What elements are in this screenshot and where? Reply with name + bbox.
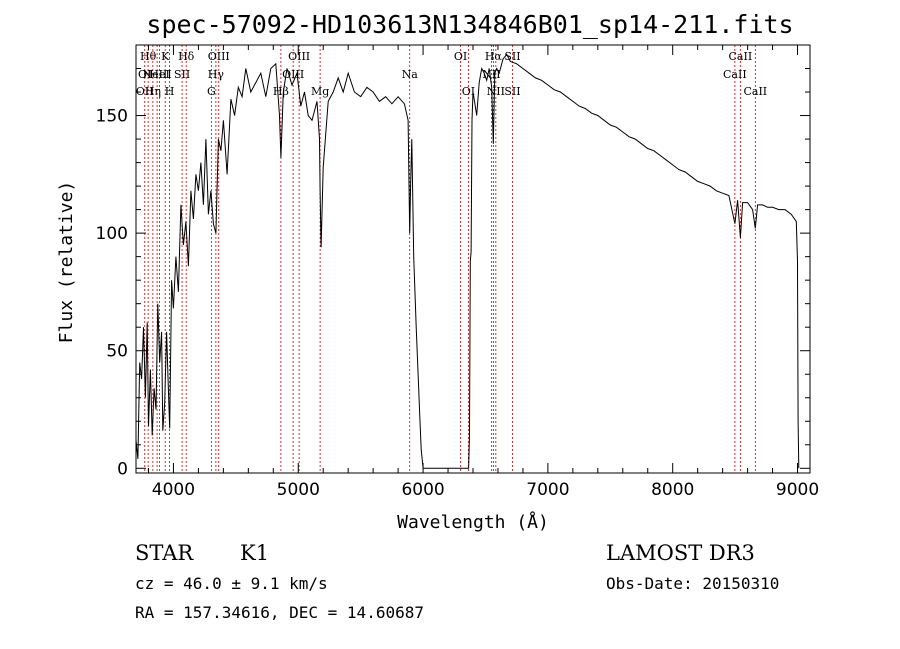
line-label-20-0: Hα (485, 50, 503, 63)
line-label-23-0: CaII (723, 68, 747, 81)
line-label-22-1: SII (504, 85, 520, 98)
line-label-5-0: K (161, 50, 170, 63)
line-label-11-0: OIII (208, 50, 230, 63)
line-label-10-0: Hγ (208, 68, 225, 81)
line-label-7-0: SII (174, 68, 190, 81)
spectrum-series-line (135, 53, 800, 469)
line-label-9-0: G (207, 85, 216, 98)
spectral-line-labels: OIOIIHθHηNeIIIHeIKHSIIHδGHγOIIIHβOIIIOII… (136, 50, 767, 98)
y-axis-label: Flux (relative) (56, 181, 77, 344)
line-label-0-0: OI (138, 68, 151, 81)
line-label-14-0: OIII (288, 50, 310, 63)
chart-title: spec-57092-HD103613N134846B01_sp14-211.f… (146, 10, 793, 39)
object-subclass: K1 (240, 541, 269, 565)
line-label-17-0: OI (454, 50, 467, 63)
line-label-22-0: SII (504, 50, 520, 63)
x-tick-label-8000: 8000 (651, 480, 694, 500)
axis-ticks: 4000 5000 6000 7000 8000 9000 0 50 100 150 (96, 45, 819, 500)
y-tick-label-50: 50 (106, 342, 128, 362)
line-label-8-0: Hδ (178, 50, 195, 63)
object-class: STAR (135, 541, 194, 565)
x-axis-label: Wavelength (Å) (397, 511, 549, 533)
line-label-16-0: Na (402, 68, 419, 81)
line-label-1-0: Hθ (140, 50, 157, 63)
redshift-readout: cz = 46.0 ± 9.1 km/s (135, 574, 328, 593)
line-label-4-0: HeI (149, 68, 169, 81)
line-label-25-0: CaII (743, 85, 767, 98)
x-tick-label-7000: 7000 (526, 480, 569, 500)
line-label-24-0: CaII (729, 50, 753, 63)
spectral-line-markers (144, 45, 756, 473)
x-tick-label-4000: 4000 (152, 480, 195, 500)
x-tick-label-9000: 9000 (776, 480, 819, 500)
line-label-2-0: Hη (145, 85, 161, 98)
observation-date: Obs-Date: 20150310 (606, 574, 779, 593)
x-tick-label-5000: 5000 (277, 480, 320, 500)
y-tick-label-100: 100 (96, 224, 128, 244)
plot-frame (135, 44, 811, 474)
y-tick-label-150: 150 (96, 107, 128, 127)
line-label-0-1: OII (136, 85, 154, 98)
x-tick-label-6000: 6000 (401, 480, 444, 500)
line-label-21-0: NII (487, 85, 505, 98)
survey-name: LAMOST DR3 (606, 541, 755, 565)
line-label-12-0: Hβ (273, 85, 289, 98)
line-label-3-0: NeIII (143, 68, 172, 81)
line-label-18-0: OI (462, 85, 475, 98)
line-label-6-0: H (165, 85, 175, 98)
coordinates-readout: RA = 157.34616, DEC = 14.60687 (135, 603, 424, 622)
line-label-15-0: Mg (311, 85, 329, 98)
y-tick-label-0: 0 (117, 459, 128, 479)
